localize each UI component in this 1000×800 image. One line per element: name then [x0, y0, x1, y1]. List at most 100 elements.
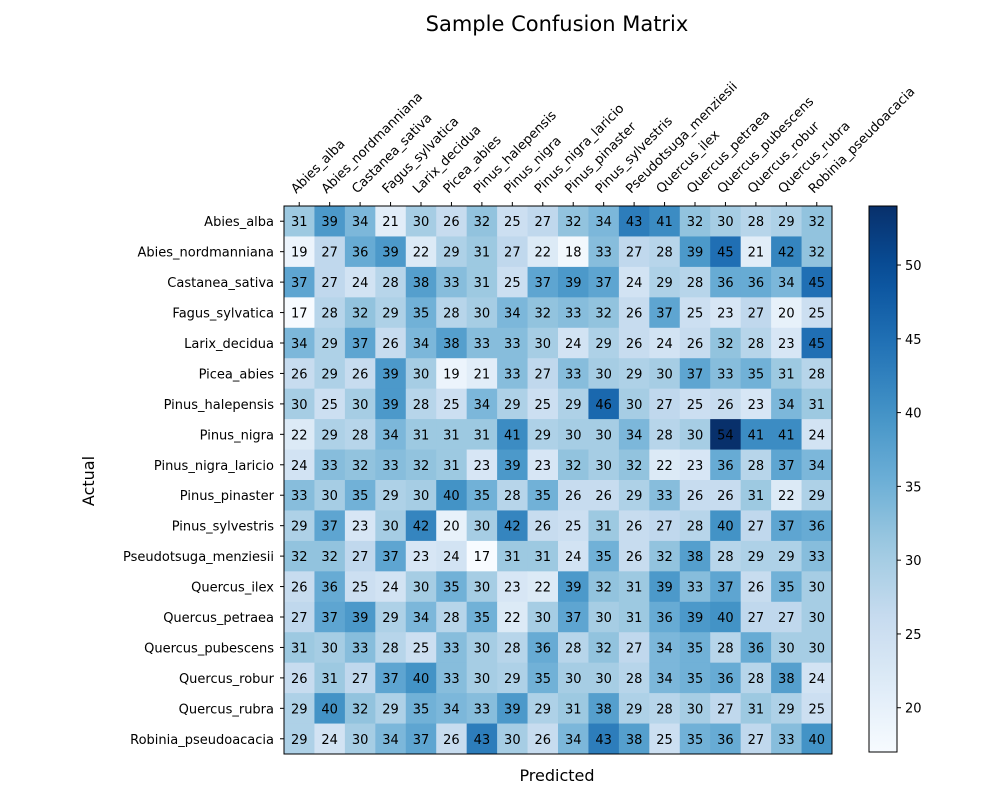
- cell-value-label: 39: [656, 581, 673, 596]
- heatmap-cell: [284, 206, 315, 237]
- cell-value-label: 35: [778, 581, 795, 596]
- heatmap-cell: [436, 206, 468, 237]
- cell-value-label: 32: [291, 550, 308, 565]
- cell-value-label: 30: [321, 641, 338, 656]
- cell-value-label: 22: [504, 611, 521, 626]
- heatmap-cell: [314, 510, 346, 542]
- cell-value-label: 30: [687, 702, 704, 717]
- heatmap-cell: [497, 358, 529, 390]
- cell-value-label: 33: [504, 337, 521, 352]
- chart-title: Sample Confusion Matrix: [426, 12, 689, 36]
- cell-value-label: 35: [595, 550, 612, 565]
- cell-value-label: 23: [717, 307, 734, 322]
- cell-value-label: 31: [291, 215, 308, 230]
- cell-value-label: 28: [413, 398, 430, 413]
- heatmap-cell: [710, 601, 742, 633]
- cell-value-label: 30: [565, 672, 582, 687]
- heatmap-cell: [466, 662, 498, 694]
- heatmap-cell: [710, 571, 742, 603]
- heatmap-cell: [801, 358, 833, 390]
- heatmap-cell: [618, 297, 650, 329]
- heatmap-cell: [314, 601, 346, 633]
- cell-value-label: 43: [626, 215, 643, 230]
- heatmap-cell: [375, 540, 407, 572]
- heatmap-cell: [558, 601, 589, 633]
- heatmap-cell: [618, 206, 650, 237]
- heatmap-cell: [801, 693, 833, 725]
- cell-value-label: 39: [382, 367, 399, 382]
- heatmap-cell: [710, 723, 742, 755]
- cell-value-label: 33: [382, 459, 399, 474]
- heatmap-cell: [710, 358, 742, 390]
- heatmap-cell: [466, 358, 498, 390]
- cell-value-label: 38: [443, 337, 460, 352]
- cell-value-label: 26: [291, 581, 308, 596]
- heatmap-cell: [466, 540, 498, 572]
- cell-value-label: 30: [474, 672, 491, 687]
- cell-value-label: 39: [321, 215, 338, 230]
- cell-value-label: 29: [291, 733, 308, 748]
- cell-value-label: 28: [717, 641, 734, 656]
- heatmap-cell: [771, 327, 803, 359]
- cell-value-label: 30: [595, 367, 612, 382]
- heatmap-cell: [375, 571, 407, 603]
- cell-value-label: 26: [626, 337, 643, 352]
- heatmap-cell: [710, 632, 742, 664]
- cell-value-label: 23: [352, 520, 369, 535]
- cell-value-label: 27: [748, 520, 765, 535]
- cell-value-label: 30: [504, 733, 521, 748]
- cell-value-label: 26: [443, 733, 460, 748]
- cell-value-label: 28: [748, 337, 765, 352]
- heatmap-cell: [801, 449, 833, 481]
- heatmap-cell: [558, 419, 589, 451]
- cell-value-label: 25: [809, 307, 826, 322]
- heatmap-cell: [344, 358, 376, 390]
- heatmap-cell: [497, 297, 529, 329]
- y-tick-label: Pinus_pinaster: [180, 489, 275, 504]
- heatmap-cell: [284, 632, 315, 664]
- heatmap-cell: [649, 297, 681, 329]
- heatmap-cell: [497, 236, 529, 268]
- cell-value-label: 36: [748, 641, 765, 656]
- cell-value-label: 28: [352, 428, 369, 443]
- cell-value-label: 31: [778, 367, 795, 382]
- cell-value-label: 29: [535, 428, 552, 443]
- heatmap-cell: [771, 206, 803, 237]
- colorbar-ticks: 20 25 30 35 40 45 50: [897, 259, 922, 717]
- heatmap-cell: [436, 723, 468, 755]
- heatmap-cell: [375, 601, 407, 633]
- heatmap-cell: [801, 206, 833, 237]
- cell-value-label: 32: [565, 215, 582, 230]
- cell-value-label: 31: [474, 428, 491, 443]
- heatmap-cell: [375, 388, 407, 420]
- heatmap-cell: [314, 723, 346, 755]
- heatmap-cell: [466, 236, 498, 268]
- cell-value-label: 33: [443, 276, 460, 291]
- cell-value-label: 39: [504, 459, 521, 474]
- heatmap-cell: [801, 388, 833, 420]
- heatmap-cell: [679, 358, 711, 390]
- heatmap-cell: [497, 662, 529, 694]
- heatmap-cell: [710, 327, 742, 359]
- heatmap-cell: [588, 236, 620, 268]
- heatmap-cell: [771, 601, 803, 633]
- heatmap-cell: [801, 723, 833, 755]
- heatmap-cell: [405, 632, 437, 664]
- heatmap-cell: [497, 632, 529, 664]
- heatmap-cell: [588, 723, 620, 755]
- heatmap-cell: [740, 480, 772, 511]
- cell-value-label: 37: [778, 520, 795, 535]
- heatmap-cell: [284, 266, 315, 298]
- cell-value-label: 20: [778, 307, 795, 322]
- cell-value-label: 41: [748, 428, 765, 443]
- cell-value-label: 22: [535, 581, 552, 596]
- heatmap-cell: [771, 510, 803, 542]
- heatmap-cell: [284, 449, 315, 481]
- y-tick-label: Quercus_robur: [179, 672, 275, 687]
- cell-value-label: 30: [595, 459, 612, 474]
- cell-value-label: 28: [656, 428, 673, 443]
- heatmap-cell: [527, 480, 559, 511]
- cell-value-label: 23: [687, 459, 704, 474]
- heatmap-cell: [710, 480, 742, 511]
- heatmap-cell: [344, 662, 376, 694]
